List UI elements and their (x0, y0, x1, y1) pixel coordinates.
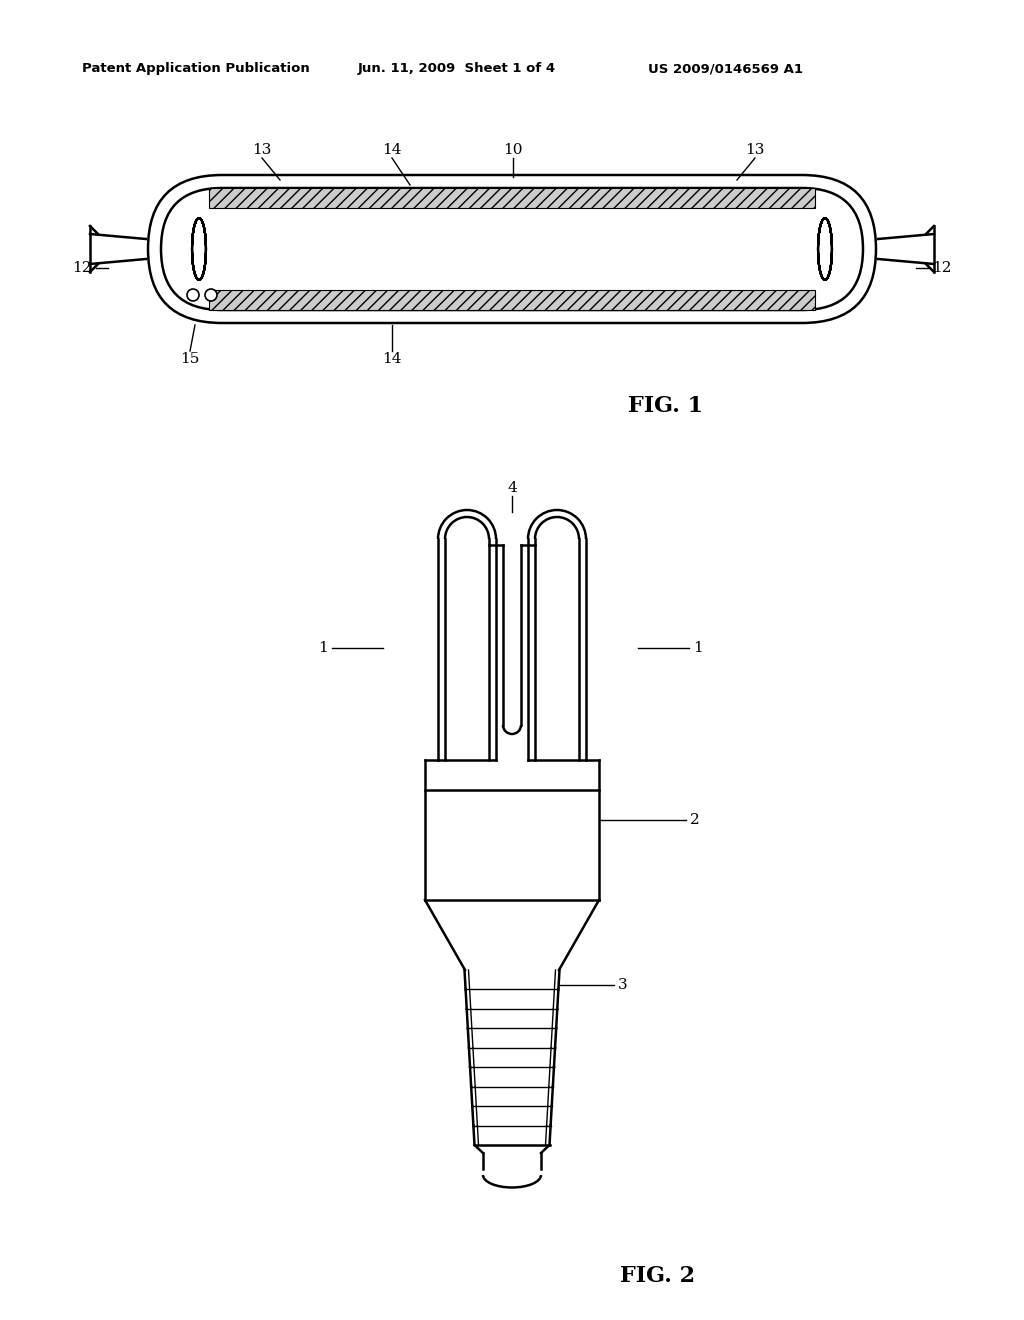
Circle shape (187, 289, 199, 301)
Text: 10: 10 (503, 143, 522, 157)
Text: Jun. 11, 2009  Sheet 1 of 4: Jun. 11, 2009 Sheet 1 of 4 (358, 62, 556, 75)
Text: 13: 13 (745, 143, 765, 157)
Text: 1: 1 (693, 642, 702, 655)
Text: Patent Application Publication: Patent Application Publication (82, 62, 309, 75)
Text: 12: 12 (73, 261, 92, 275)
FancyBboxPatch shape (161, 187, 863, 310)
Text: 4: 4 (507, 480, 517, 495)
Polygon shape (878, 234, 926, 264)
Text: 3: 3 (618, 978, 628, 993)
Text: FIG. 2: FIG. 2 (620, 1265, 695, 1287)
Text: US 2009/0146569 A1: US 2009/0146569 A1 (648, 62, 803, 75)
Text: 1: 1 (318, 642, 328, 655)
Circle shape (205, 289, 217, 301)
Polygon shape (209, 187, 815, 209)
Text: 15: 15 (180, 352, 200, 366)
Text: 13: 13 (252, 143, 271, 157)
Polygon shape (98, 234, 146, 264)
Text: 12: 12 (932, 261, 951, 275)
Text: 2: 2 (690, 813, 699, 828)
Text: 14: 14 (382, 352, 401, 366)
Text: FIG. 1: FIG. 1 (628, 395, 703, 417)
Text: 14: 14 (382, 143, 401, 157)
Polygon shape (209, 290, 815, 310)
FancyBboxPatch shape (148, 176, 876, 323)
